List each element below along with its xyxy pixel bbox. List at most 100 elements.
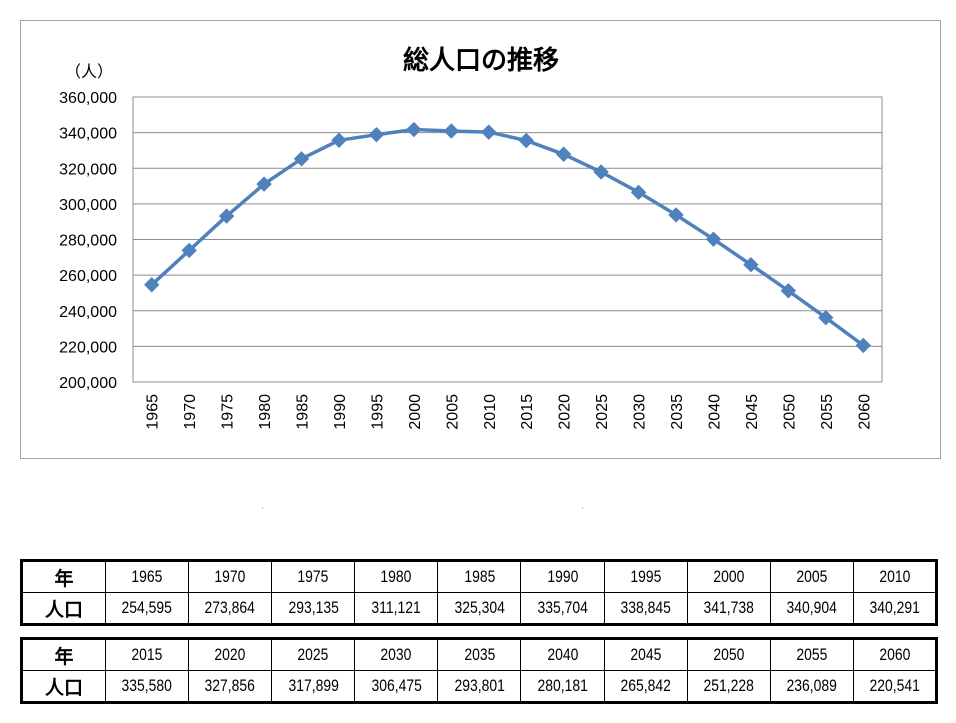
population-cell: 254,595 bbox=[104, 592, 190, 625]
x-tick-label: 2015 bbox=[519, 394, 536, 430]
x-tick-label: 2000 bbox=[407, 394, 424, 430]
data-point-marker bbox=[368, 126, 385, 143]
population-cell: 335,580 bbox=[104, 670, 190, 703]
y-axis-unit-label: （人） bbox=[65, 62, 113, 81]
population-cell: 273,864 bbox=[188, 592, 273, 625]
chart-title: 総人口の推移 bbox=[403, 45, 559, 76]
year-cell: 2005 bbox=[769, 560, 854, 593]
population-cell: 293,801 bbox=[437, 670, 522, 703]
stray-mark bbox=[262, 507, 263, 509]
x-tick-label: 2050 bbox=[781, 394, 798, 430]
year-cell: 1980 bbox=[354, 560, 439, 593]
y-tick-label: 240,000 bbox=[59, 304, 117, 321]
year-cell: 1990 bbox=[520, 560, 605, 593]
data-point-marker bbox=[855, 337, 871, 354]
y-tick-label: 340,000 bbox=[59, 126, 117, 143]
y-tick-label: 260,000 bbox=[59, 268, 117, 285]
plot-area bbox=[132, 96, 883, 383]
population-table-1965-2010: 年 1965 1970 1975 1980 1985 1990 1995 200… bbox=[20, 559, 938, 626]
population-table-2015-2060: 年 2015 2020 2025 2030 2035 2040 2045 205… bbox=[20, 637, 938, 704]
year-cell: 1965 bbox=[104, 560, 190, 593]
data-point-marker bbox=[705, 231, 722, 247]
stray-mark bbox=[582, 507, 583, 509]
data-point-marker bbox=[518, 132, 534, 149]
population-cell: 340,291 bbox=[852, 592, 938, 625]
x-tick-label: 1970 bbox=[182, 394, 199, 430]
population-cell: 325,304 bbox=[437, 592, 522, 625]
population-cell: 317,899 bbox=[271, 670, 356, 703]
data-point-marker bbox=[181, 242, 197, 259]
year-cell: 2050 bbox=[686, 638, 771, 671]
data-point-marker bbox=[218, 208, 235, 224]
data-point-marker bbox=[818, 310, 834, 326]
y-tick-label: 200,000 bbox=[59, 375, 117, 392]
data-point-marker bbox=[630, 184, 647, 201]
population-cell: 338,845 bbox=[603, 592, 688, 625]
population-cell: 236,089 bbox=[769, 670, 854, 703]
data-point-marker bbox=[406, 121, 422, 138]
population-cell: 340,904 bbox=[769, 592, 854, 625]
x-tick-label: 2005 bbox=[444, 394, 461, 430]
data-point-marker bbox=[481, 124, 497, 140]
population-cell: 251,228 bbox=[686, 670, 771, 703]
data-point-marker bbox=[293, 151, 310, 167]
year-cell: 1975 bbox=[271, 560, 356, 593]
population-line-chart: 200,000 220,000 240,000 260,000 280,000 300,0… bbox=[59, 45, 883, 430]
year-cell: 2025 bbox=[271, 638, 356, 671]
data-point-marker bbox=[555, 146, 572, 162]
population-cell: 265,842 bbox=[603, 670, 688, 703]
x-tick-label: 2035 bbox=[669, 394, 686, 430]
year-header-cell: 年 bbox=[21, 560, 106, 593]
x-tick-label: 2030 bbox=[632, 394, 649, 430]
x-tick-label: 1985 bbox=[295, 394, 312, 430]
x-tick-label: 2010 bbox=[482, 394, 499, 430]
year-cell: 2060 bbox=[852, 638, 938, 671]
data-point-marker bbox=[256, 176, 272, 192]
series-line bbox=[150, 127, 865, 347]
x-tick-label: 2020 bbox=[557, 394, 574, 430]
year-cell: 2045 bbox=[603, 638, 688, 671]
year-cell: 2040 bbox=[520, 638, 605, 671]
data-point-marker bbox=[780, 283, 797, 299]
table-row-years: 年 1965 1970 1975 1980 1985 1990 1995 200… bbox=[21, 560, 938, 593]
year-cell: 2055 bbox=[769, 638, 854, 671]
population-cell: 280,181 bbox=[520, 670, 605, 703]
year-cell: 2015 bbox=[104, 638, 190, 671]
population-cell: 220,541 bbox=[852, 670, 938, 703]
population-cell: 335,704 bbox=[520, 592, 605, 625]
x-tick-label: 2040 bbox=[706, 394, 723, 430]
data-point-marker bbox=[443, 123, 460, 139]
x-tick-label: 2055 bbox=[819, 394, 836, 430]
data-point-marker bbox=[331, 132, 347, 148]
year-cell: 1985 bbox=[437, 560, 522, 593]
table-row-years: 年 2015 2020 2025 2030 2035 2040 2045 205… bbox=[21, 638, 938, 671]
population-cell: 341,738 bbox=[686, 592, 771, 625]
x-tick-label: 2060 bbox=[856, 394, 873, 430]
x-tick-label: 1995 bbox=[369, 394, 386, 430]
data-point-marker bbox=[593, 164, 609, 180]
x-tick-label: 1990 bbox=[332, 394, 349, 430]
chart-container: 200,000 220,000 240,000 260,000 280,000 300,0… bbox=[20, 20, 941, 459]
population-header-cell: 人口 bbox=[21, 670, 106, 703]
x-tick-label: 2025 bbox=[594, 394, 611, 430]
y-tick-label: 360,000 bbox=[59, 90, 117, 107]
data-point-marker bbox=[668, 207, 684, 223]
y-tick-label: 300,000 bbox=[59, 197, 117, 214]
y-tick-label: 280,000 bbox=[59, 233, 117, 250]
x-tick-label: 2045 bbox=[744, 394, 761, 430]
population-cell: 306,475 bbox=[354, 670, 439, 703]
year-cell: 2030 bbox=[354, 638, 439, 671]
y-tick-label: 220,000 bbox=[59, 339, 117, 356]
x-tick-label: 1975 bbox=[220, 394, 237, 430]
year-header-cell: 年 bbox=[21, 638, 106, 671]
population-cell: 293,135 bbox=[271, 592, 356, 625]
year-cell: 2000 bbox=[686, 560, 771, 593]
year-cell: 2010 bbox=[852, 560, 938, 593]
table-row-population: 人口 335,580 327,856 317,899 306,475 293,8… bbox=[21, 670, 938, 703]
data-point-marker bbox=[144, 277, 160, 293]
x-tick-label: 1980 bbox=[257, 394, 274, 430]
year-cell: 2020 bbox=[188, 638, 273, 671]
population-cell: 311,121 bbox=[354, 592, 439, 625]
x-tick-label: 1965 bbox=[145, 394, 162, 430]
y-tick-label: 320,000 bbox=[59, 161, 117, 178]
